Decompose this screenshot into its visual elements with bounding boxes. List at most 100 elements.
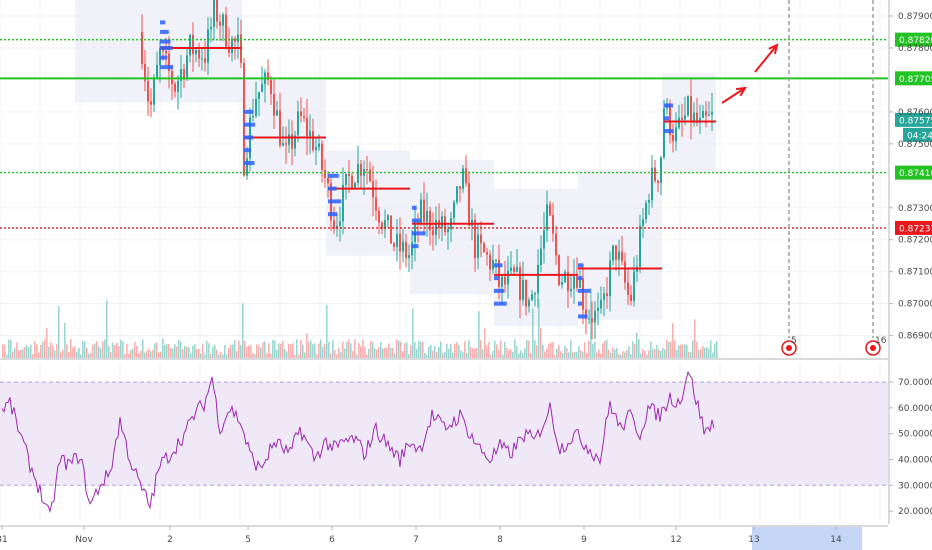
volume-bar xyxy=(52,345,54,358)
volume-bar xyxy=(268,343,270,358)
volume-bar xyxy=(220,351,222,358)
volume-bar xyxy=(46,328,48,358)
volume-bar xyxy=(670,341,672,358)
volume-bar xyxy=(492,350,494,358)
candle-body xyxy=(570,288,572,292)
volume-bar xyxy=(142,339,144,358)
current-price-label: 0.87575 xyxy=(899,116,932,126)
candle-body xyxy=(678,117,680,128)
volume-bar xyxy=(368,348,370,358)
volume-bar xyxy=(688,351,690,358)
volume-bar xyxy=(148,348,150,358)
candle-body xyxy=(243,62,245,176)
volume-bar xyxy=(18,350,20,358)
candle-body xyxy=(207,29,209,63)
candle-body xyxy=(300,111,302,117)
volume-bar xyxy=(428,346,430,358)
volume-bar xyxy=(228,347,230,358)
volume-bar xyxy=(312,344,314,358)
volume-bar xyxy=(452,352,454,358)
volume-bar xyxy=(426,354,428,358)
volume-bar xyxy=(336,354,338,358)
candle-body xyxy=(189,34,191,56)
candle-body xyxy=(390,215,392,244)
candle-body xyxy=(279,110,281,146)
volume-bar xyxy=(636,332,638,358)
candle-body xyxy=(597,308,599,311)
candle-body xyxy=(528,300,530,307)
volume-bar xyxy=(528,340,530,358)
x-tick-label: 13 xyxy=(748,535,759,545)
volume-bar xyxy=(352,350,354,358)
volume-bar xyxy=(570,340,572,358)
volume-bar xyxy=(584,342,586,358)
current-price-tag xyxy=(895,112,932,127)
volume-bar xyxy=(358,343,360,358)
volume-bar xyxy=(286,351,288,358)
volume-bar xyxy=(708,349,710,358)
volume-bar xyxy=(300,339,302,358)
volume-bar xyxy=(714,343,716,358)
candle-body xyxy=(216,0,218,22)
profile-row xyxy=(244,135,254,140)
volume-bar xyxy=(302,344,304,358)
x-tick-label: 9 xyxy=(581,535,587,545)
volume-bar xyxy=(634,343,636,358)
candle-body xyxy=(201,58,203,60)
rsi-band xyxy=(0,382,888,486)
volume-bar xyxy=(150,351,152,358)
candle-body xyxy=(447,229,449,233)
candle-body xyxy=(369,169,371,182)
volume-bar xyxy=(494,340,496,358)
profile-row xyxy=(244,122,256,127)
candle-body xyxy=(348,173,350,176)
volume-bar xyxy=(622,351,624,358)
profile-row xyxy=(494,276,499,281)
volume-bar xyxy=(532,308,534,358)
volume-bar xyxy=(380,341,382,358)
volume-bar xyxy=(552,341,554,358)
volume-bar xyxy=(168,343,170,358)
volume-bar xyxy=(230,344,232,358)
profile-row xyxy=(160,65,174,70)
volume-bar xyxy=(92,344,94,358)
volume-bar xyxy=(114,345,116,358)
volume-bar xyxy=(86,347,88,358)
volume-bar xyxy=(252,353,254,358)
profile-row xyxy=(328,186,337,191)
candle-body xyxy=(426,211,428,222)
volume-bar xyxy=(556,348,558,358)
volume-bar xyxy=(298,354,300,358)
volume-bar xyxy=(610,352,612,358)
volume-bar xyxy=(4,344,6,358)
candle-body xyxy=(219,21,221,26)
profile-row xyxy=(494,263,503,268)
rsi-tick-label: 20.0000 xyxy=(898,507,932,517)
volume-bar xyxy=(526,339,528,358)
candle-body xyxy=(339,221,341,226)
candle-body xyxy=(285,143,287,145)
volume-bar xyxy=(222,354,224,358)
profile-row xyxy=(494,301,507,306)
volume-bar xyxy=(580,350,582,358)
volume-bar xyxy=(476,347,478,358)
volume-bar xyxy=(698,349,700,358)
volume-bar xyxy=(590,288,592,358)
volume-bar xyxy=(550,342,552,358)
candle-body xyxy=(144,63,146,82)
volume-bar xyxy=(582,351,584,358)
volume-bar xyxy=(78,348,80,358)
volume-bar xyxy=(282,340,284,358)
volume-bar xyxy=(608,349,610,358)
candle-body xyxy=(669,103,671,136)
volume-bar xyxy=(432,350,434,358)
candle-body xyxy=(681,117,683,120)
candle-body xyxy=(657,180,659,184)
volume-bar xyxy=(544,351,546,358)
candle-body xyxy=(195,50,197,55)
candle-body xyxy=(441,216,443,229)
candle-body xyxy=(210,26,212,30)
volume-bar xyxy=(274,340,276,358)
